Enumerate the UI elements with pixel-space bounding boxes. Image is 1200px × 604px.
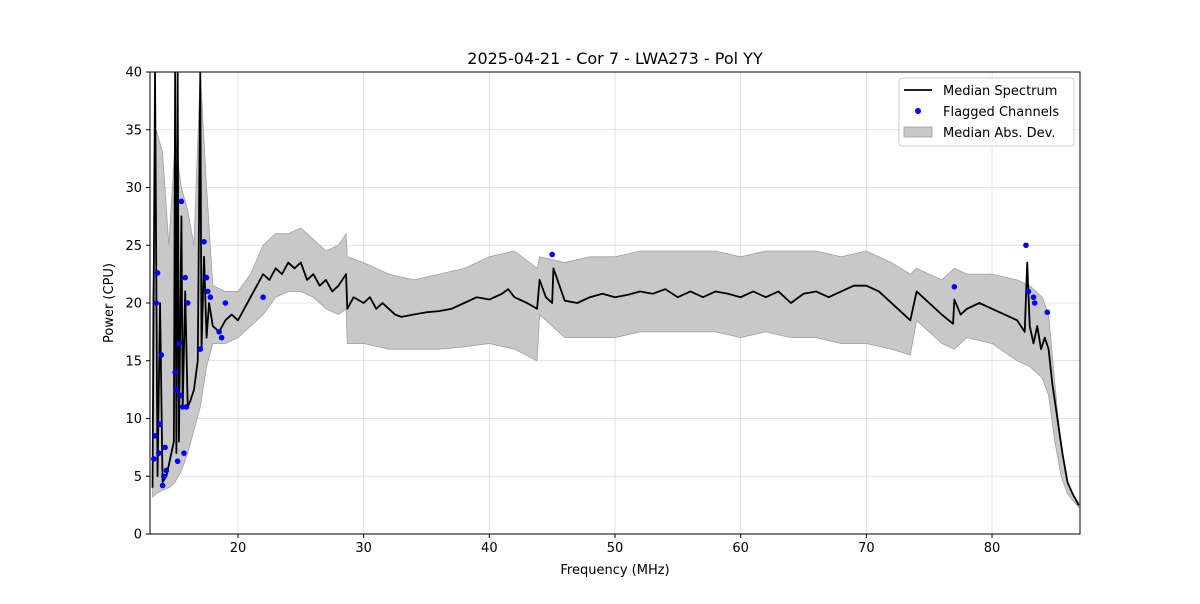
y-tick-label: 25: [125, 239, 142, 254]
flagged-channel-point: [216, 329, 222, 335]
flagged-channel-point: [150, 456, 157, 462]
x-tick-label: 70: [858, 541, 875, 556]
y-axis-label: Power (CPU): [102, 263, 117, 343]
flagged-channels-points: [150, 198, 1051, 489]
flagged-channel-point: [207, 294, 214, 301]
y-tick-label: 20: [125, 297, 142, 312]
flagged-channel-point: [174, 458, 181, 465]
flagged-channel-point: [197, 346, 204, 353]
flagged-channel-point: [203, 274, 210, 281]
x-tick-label: 80: [984, 541, 1001, 556]
y-tick-label: 0: [134, 528, 142, 543]
flagged-channel-point: [201, 238, 207, 245]
flagged-channel-point: [951, 284, 958, 290]
flagged-channel-point: [182, 274, 188, 281]
flagged-channel-point: [1031, 300, 1038, 306]
flagged-channel-point: [163, 467, 170, 474]
flagged-channel-point: [205, 288, 211, 295]
flagged-channel-point: [1030, 294, 1037, 301]
flagged-channel-point: [218, 334, 225, 341]
flagged-channel-point: [183, 404, 190, 410]
flagged-channel-point: [153, 300, 160, 306]
x-tick-label: 60: [732, 541, 749, 556]
flagged-channel-point: [155, 450, 162, 456]
flagged-channel-point: [173, 386, 180, 393]
flagged-channel-point: [172, 369, 178, 376]
flagged-channel-point: [549, 251, 555, 258]
flagged-channel-point: [159, 482, 166, 489]
flagged-channel-point: [158, 352, 165, 358]
y-axis-ticks: 0 5 10 15 20 25 30 35 40: [125, 66, 150, 543]
legend-label-median-spectrum: Median Spectrum: [943, 84, 1057, 99]
x-tick-label: 40: [481, 541, 498, 556]
flagged-channel-point: [154, 270, 161, 276]
legend: Median Spectrum Flagged Channels Median …: [898, 77, 1075, 147]
legend-dot-swatch: [915, 108, 921, 114]
flagged-channel-point: [260, 294, 266, 301]
y-tick-label: 35: [125, 123, 142, 138]
legend-band-swatch: [903, 126, 933, 138]
flagged-channel-point: [1044, 309, 1051, 316]
y-tick-label: 30: [125, 181, 142, 196]
flagged-channel-point: [184, 300, 191, 306]
flagged-channel-point: [178, 198, 185, 205]
x-axis-label: Frequency (MHz): [560, 563, 669, 578]
flagged-channel-point: [1023, 242, 1029, 249]
flagged-channel-point: [181, 450, 187, 456]
legend-label-flagged-channels: Flagged Channels: [943, 105, 1059, 120]
legend-box: [898, 77, 1075, 147]
x-tick-label: 50: [607, 541, 624, 556]
flagged-channel-point: [152, 433, 158, 439]
x-axis-ticks: 20 30 40 50 60 70 80: [230, 534, 1001, 556]
y-tick-label: 10: [125, 412, 142, 427]
median-abs-dev-band: [152, 72, 1080, 509]
flagged-channel-point: [1025, 288, 1032, 295]
flagged-channel-point: [161, 473, 167, 480]
y-tick-label: 5: [134, 470, 142, 485]
flagged-channel-point: [176, 340, 182, 347]
plot-area: [150, 72, 1080, 509]
y-tick-label: 15: [125, 354, 142, 369]
flagged-channel-point: [162, 444, 168, 451]
flagged-channel-point: [177, 392, 183, 399]
y-tick-label: 40: [125, 66, 142, 81]
x-tick-label: 30: [355, 541, 372, 556]
legend-label-median-abs-dev: Median Abs. Dev.: [943, 126, 1055, 141]
x-tick-label: 20: [230, 541, 247, 556]
chart-title: 2025-04-21 - Cor 7 - LWA273 - Pol YY: [467, 49, 763, 68]
median-spectrum-line: [151, 72, 1080, 506]
flagged-channel-point: [157, 421, 163, 428]
flagged-channel-point: [222, 300, 229, 306]
